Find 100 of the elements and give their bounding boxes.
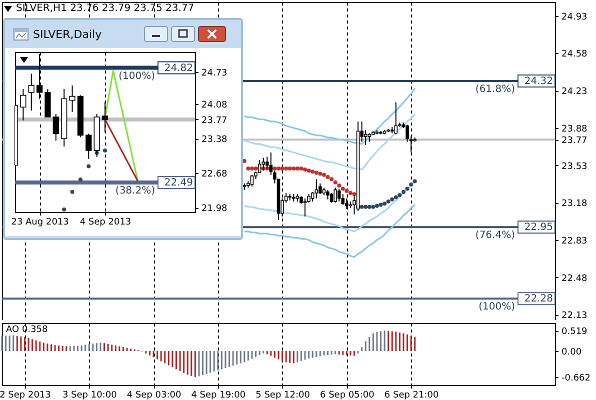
point bbox=[333, 180, 338, 184]
ref-line-label: 22.95 bbox=[524, 222, 553, 234]
point bbox=[86, 164, 91, 168]
candlestick bbox=[28, 73, 34, 112]
point bbox=[330, 177, 334, 182]
point bbox=[303, 168, 308, 172]
x-tick-label: 6 Sep 21:00 bbox=[384, 390, 440, 400]
ref-line-label: 24.32 bbox=[524, 76, 553, 87]
ref-line-label: 22.28 bbox=[524, 294, 553, 305]
y-tick-label: 22.13 bbox=[562, 311, 588, 322]
annotation: (76.4%) bbox=[475, 230, 516, 242]
point bbox=[314, 170, 318, 175]
candlestick bbox=[52, 114, 59, 142]
y-tick-label: -0.662 bbox=[562, 374, 591, 384]
x-tick-label: 5 Sep 12:00 bbox=[256, 390, 310, 400]
y-tick-label: 24.73 bbox=[202, 68, 228, 79]
point bbox=[250, 166, 254, 170]
point bbox=[78, 178, 82, 182]
point bbox=[382, 202, 387, 206]
x-tick-label: 4 Sep 2013 bbox=[80, 218, 132, 228]
point bbox=[374, 204, 379, 208]
point bbox=[360, 204, 364, 209]
ref-line-label: 22.49 bbox=[164, 177, 193, 188]
line-series bbox=[244, 113, 416, 170]
candlestick bbox=[86, 133, 92, 160]
chart-title: SILVER,H1 23.76 23.79 23.75 23.77 bbox=[16, 3, 194, 14]
point bbox=[280, 166, 284, 170]
point bbox=[386, 200, 390, 204]
point bbox=[409, 182, 414, 186]
point bbox=[254, 166, 258, 170]
y-tick-label: 24.93 bbox=[562, 12, 588, 22]
point bbox=[295, 166, 300, 170]
candlestick bbox=[326, 189, 330, 200]
point bbox=[337, 184, 342, 188]
point bbox=[371, 204, 376, 209]
candlestick bbox=[69, 84, 76, 113]
x-tick-label: 3 Sep 10:00 bbox=[62, 390, 118, 400]
y-tick-label: 0.519 bbox=[562, 327, 588, 338]
point bbox=[310, 170, 315, 174]
point bbox=[103, 148, 107, 152]
x-tick-label: 4 Sep 03:00 bbox=[126, 390, 182, 400]
candlestick bbox=[318, 182, 322, 195]
point bbox=[394, 195, 398, 200]
point bbox=[398, 193, 402, 198]
candlestick bbox=[341, 194, 345, 206]
point bbox=[344, 188, 349, 193]
x-tick-label: 6 Sep 05:00 bbox=[320, 390, 375, 400]
point bbox=[405, 186, 410, 191]
point bbox=[288, 166, 292, 170]
y-tick-label: 23.18 bbox=[562, 199, 588, 210]
candlestick bbox=[314, 178, 318, 199]
point bbox=[401, 190, 406, 194]
x-tick-label: 23 Aug 2013 bbox=[11, 218, 69, 228]
candlestick bbox=[334, 187, 337, 204]
point bbox=[276, 166, 280, 170]
x-tick-label: 4 Sep 19:00 bbox=[191, 390, 246, 400]
y-tick-label: 24.08 bbox=[202, 100, 228, 111]
point bbox=[348, 191, 352, 196]
y-tick-label: 23.88 bbox=[562, 124, 588, 134]
ref-line-label: 24.82 bbox=[164, 62, 193, 74]
y-tick-label: 0.00 bbox=[562, 348, 582, 358]
point bbox=[352, 192, 356, 196]
point bbox=[292, 166, 296, 170]
candlestick bbox=[330, 192, 334, 204]
point bbox=[318, 172, 322, 176]
point bbox=[322, 172, 326, 177]
candlestick bbox=[250, 174, 254, 188]
point bbox=[367, 204, 372, 209]
line-series bbox=[244, 180, 416, 232]
candlestick bbox=[310, 191, 314, 202]
y-tick-label: 23.77 bbox=[562, 136, 588, 146]
candlestick bbox=[364, 130, 368, 146]
y-tick-label: 24.58 bbox=[562, 50, 588, 60]
candlestick bbox=[303, 198, 307, 217]
point bbox=[299, 166, 304, 170]
point bbox=[272, 166, 277, 170]
point bbox=[284, 166, 288, 170]
y-tick-label: 24.23 bbox=[562, 87, 588, 98]
annotation: (38.2%) bbox=[115, 185, 156, 196]
y-tick-label: 23.77 bbox=[202, 116, 228, 126]
line-series bbox=[244, 88, 416, 145]
annotation: (100%) bbox=[478, 302, 516, 313]
y-tick-label: 22.83 bbox=[562, 236, 588, 246]
y-tick-label: 22.48 bbox=[562, 274, 588, 284]
annotation: (100%) bbox=[118, 70, 156, 82]
point bbox=[340, 186, 345, 191]
y-tick-label: 23.53 bbox=[562, 162, 588, 172]
candlestick bbox=[337, 188, 341, 202]
point bbox=[326, 175, 330, 180]
point bbox=[412, 179, 417, 184]
point bbox=[364, 204, 368, 209]
y-tick-label: 21.98 bbox=[202, 204, 228, 214]
chart-title: SILVER,Daily bbox=[33, 28, 102, 41]
y-tick-label: 22.68 bbox=[202, 170, 228, 180]
point bbox=[378, 202, 383, 207]
candlestick bbox=[20, 88, 26, 121]
point bbox=[246, 166, 250, 170]
point bbox=[62, 208, 66, 212]
annotation: (61.8%) bbox=[475, 84, 516, 95]
point bbox=[70, 190, 74, 194]
